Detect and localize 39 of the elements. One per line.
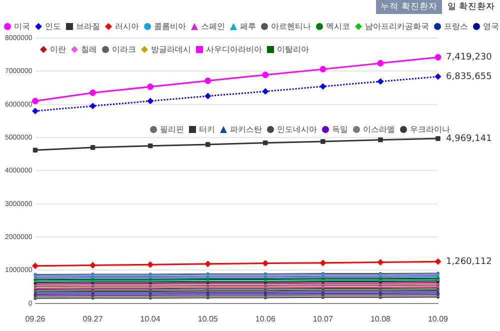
x-tick-label: 10.07	[312, 314, 334, 324]
legend-label: 프랑스	[444, 21, 468, 32]
legend-label: 영국	[483, 21, 499, 32]
data-label: 1,260,112	[446, 256, 492, 267]
x-tick-label: 10.09	[428, 314, 449, 324]
legend-label: 칠레	[81, 44, 97, 55]
legend-label: 이탈리아	[277, 44, 309, 55]
legend-label: 콜롬비아	[154, 21, 186, 32]
text: 일 확진환자	[446, 1, 496, 14]
legend-label: 브라질	[76, 21, 100, 32]
legend-label: 멕시코	[326, 21, 350, 32]
legend-label: 스페인	[201, 21, 225, 32]
legend-label: 인도네시아	[277, 124, 317, 135]
legend-label: 우크라이나	[410, 124, 450, 134]
legend-label: 이스라엘	[363, 124, 395, 135]
text: 누적 확진환자	[376, 0, 442, 14]
x-tick-label: 10.08	[370, 314, 392, 324]
legend-label: 이라크	[112, 44, 136, 55]
legend-label: 독일	[332, 124, 348, 135]
legend-label: 터키	[199, 124, 215, 135]
x-tick-label: 10.04	[140, 314, 161, 324]
legend-label: 러시아	[115, 21, 139, 32]
legend-label: 필리핀	[160, 124, 184, 135]
legend-label: 페루	[240, 21, 256, 32]
x-tick-label: 10.06	[255, 314, 276, 324]
legend-label: 남아프리카공화국	[365, 21, 429, 32]
legend-label: 사우디아라비아	[206, 44, 262, 55]
legend-label: 미국	[14, 21, 30, 32]
legend-label: 이란	[50, 44, 66, 55]
x-tick-label: 09.27	[82, 314, 104, 324]
legend-label: 방글라데시	[151, 44, 191, 55]
data-label: 6,835,655	[446, 72, 492, 82]
legend-label: 파키스탄	[230, 124, 262, 135]
x-tick-label: 09.26	[25, 314, 46, 324]
legend-label: 아르헨티나	[271, 21, 311, 32]
x-tick-label: 10.05	[198, 314, 218, 324]
legend-label: 인도	[45, 21, 61, 32]
data-label: 7,419,230	[446, 52, 492, 63]
data-label: 4,969,141	[446, 134, 492, 144]
